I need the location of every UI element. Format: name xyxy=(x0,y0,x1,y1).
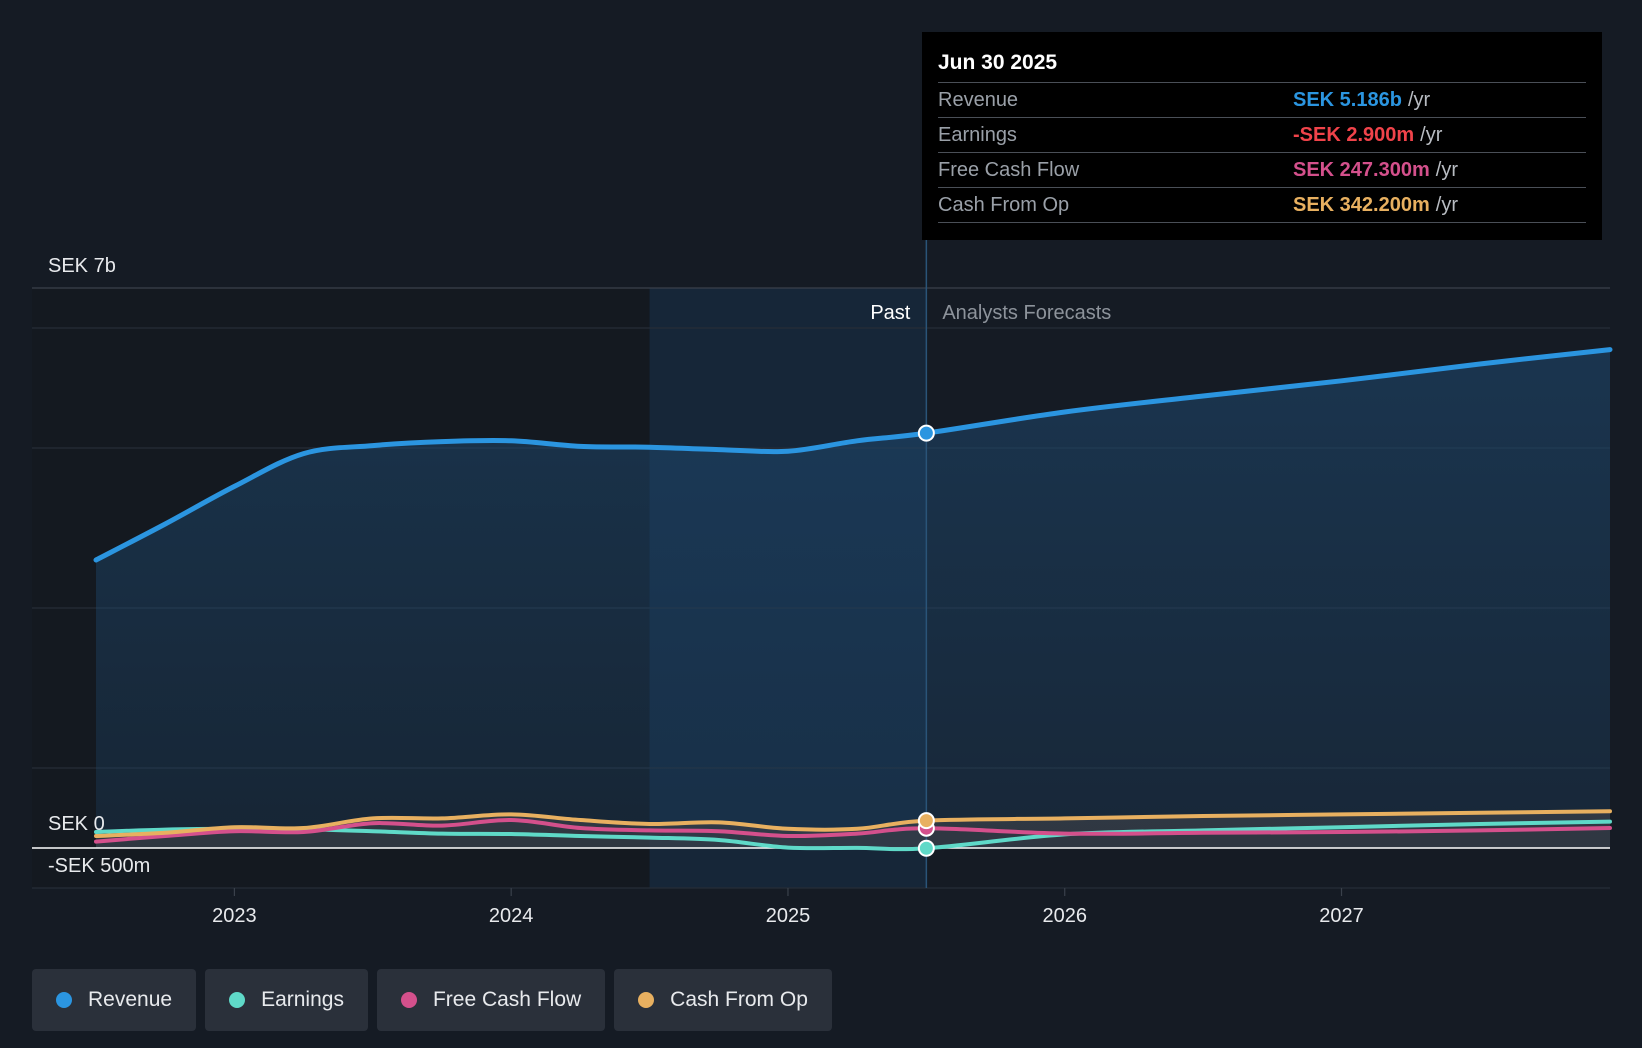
tooltip-value: SEK 342.200m xyxy=(1293,194,1430,216)
legend-item-cash-from-op[interactable]: Cash From Op xyxy=(614,969,832,1031)
tooltip-value: -SEK 2.900m xyxy=(1293,124,1415,146)
tooltip-row-free-cash-flow: Free Cash Flow SEK 247.300m /yr xyxy=(938,152,1586,187)
x-axis-ticks: 2023 2024 2025 2026 2027 xyxy=(212,888,1364,927)
legend-item-free-cash-flow[interactable]: Free Cash Flow xyxy=(376,969,606,1031)
tooltip-date: Jun 30 2025 xyxy=(938,51,1058,74)
y-label-bottom: -SEK 500m xyxy=(48,855,150,877)
y-label-zero: SEK 0 xyxy=(48,813,105,835)
tooltip-label: Free Cash Flow xyxy=(938,159,1080,181)
y-label-top: SEK 7b xyxy=(48,255,116,277)
past-label: Past xyxy=(870,302,910,324)
legend-label: Earnings xyxy=(261,988,344,1011)
tooltip-unit: /yr xyxy=(1435,194,1458,216)
tooltip: Jun 30 2025 Revenue SEK 5.186b /yr Earni… xyxy=(922,32,1602,240)
legend-item-revenue[interactable]: Revenue xyxy=(32,969,197,1031)
markers xyxy=(917,424,935,857)
tooltip-value: SEK 5.186b xyxy=(1293,89,1402,111)
legend-dot-icon xyxy=(229,992,246,1008)
x-tick-label: 2026 xyxy=(1042,905,1087,927)
legend-item-earnings[interactable]: Earnings xyxy=(205,969,368,1031)
x-tick-label: 2027 xyxy=(1319,905,1364,927)
x-tick-label: 2025 xyxy=(766,905,811,927)
x-tick-label: 2023 xyxy=(212,905,257,927)
tooltip-row-revenue: Revenue SEK 5.186b /yr xyxy=(938,82,1586,117)
legend-dot-icon xyxy=(400,992,417,1008)
legend-dot-icon xyxy=(638,992,655,1008)
marker-cash-from-op[interactable] xyxy=(917,812,935,830)
legend-label: Revenue xyxy=(88,988,173,1011)
tooltip-unit: /yr xyxy=(1407,89,1431,111)
tooltip-label: Earnings xyxy=(938,124,1017,146)
series-line-free-cash-flow xyxy=(94,817,1612,844)
series-line-cash-from-op xyxy=(94,809,1612,838)
tooltip-label: Revenue xyxy=(938,89,1019,111)
tooltip-label: Cash From Op xyxy=(938,194,1070,216)
series-line-revenue xyxy=(93,347,1613,563)
legend-label: Cash From Op xyxy=(670,988,808,1011)
tooltip-value: SEK 247.300m xyxy=(1293,159,1430,181)
marker-revenue[interactable] xyxy=(917,424,935,442)
legend: Revenue Earnings Free Cash Flow Cash Fro… xyxy=(32,969,832,1031)
revenue-area xyxy=(96,349,1610,848)
forecast-label: Analysts Forecasts xyxy=(942,302,1111,324)
legend-dot-icon xyxy=(56,992,72,1008)
tooltip-unit: /yr xyxy=(1435,159,1458,181)
series-lines xyxy=(93,347,1613,852)
x-tick-label: 2024 xyxy=(489,905,534,927)
tooltip-row-cash-from-op: Cash From Op SEK 342.200m /yr xyxy=(938,187,1586,223)
legend-label: Free Cash Flow xyxy=(432,988,582,1011)
tooltip-row-earnings: Earnings -SEK 2.900m /yr xyxy=(938,117,1586,152)
tooltip-unit: /yr xyxy=(1420,124,1443,146)
marker-earnings[interactable] xyxy=(917,839,935,857)
